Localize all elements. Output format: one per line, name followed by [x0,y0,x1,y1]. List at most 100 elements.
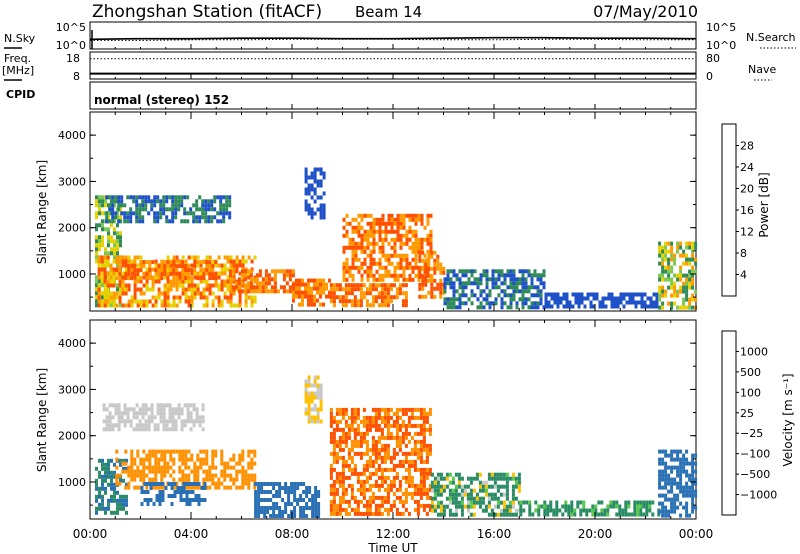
velocity-cell [196,485,200,490]
velocity-cell [159,411,163,416]
velocity-cell [499,508,503,513]
velocity-cell [105,419,109,424]
velocity-cell [481,488,485,493]
velocity-cell [130,465,134,470]
power-cell [241,255,245,260]
power-cell [232,263,236,268]
power-cell [178,275,182,280]
velocity-cell [676,449,680,454]
power-cell [405,265,409,270]
power-cell [187,295,191,300]
power-cell [241,259,245,264]
power-cell [187,264,191,269]
velocity-cell [664,449,668,454]
power-cell [113,219,116,224]
velocity-cell [188,502,192,506]
power-cell [151,267,155,272]
velocity-cell [522,500,526,505]
velocity-cell [332,447,336,452]
power-cell [485,281,489,286]
velocity-cell [152,502,156,506]
velocity-cell [338,419,342,424]
velocity-cell [115,481,119,486]
velocity-cell [445,484,449,489]
power-cell [107,231,110,236]
velocity-cell [670,465,674,470]
velocity-cell [196,477,200,482]
velocity-cell [153,427,157,432]
power-cell [97,275,101,280]
velocity-cell [189,419,193,424]
power-cell [414,273,418,278]
power-cell [562,296,566,301]
power-cell [264,273,268,278]
power-cell [652,292,656,297]
velocity-cell [166,469,170,474]
power-cell [95,299,98,304]
velocity-cell [374,443,378,448]
power-cell [426,237,430,242]
power-cell [160,260,164,265]
power-cell [673,281,677,286]
velocity-cell [365,419,369,424]
velocity-cell [174,407,178,412]
velocity-cell [694,493,698,498]
velocity-cell [263,506,267,510]
velocity-cell [195,419,199,424]
power-cell [670,253,674,258]
velocity-cell [428,427,432,432]
power-cell [95,255,98,260]
velocity-cell [627,500,631,505]
velocity-cell [116,506,119,511]
velocity-cell [142,465,146,470]
velocity-cell [329,435,333,440]
power-cell [387,229,391,234]
power-cell [208,268,212,273]
velocity-cell [157,461,161,466]
velocity-cell [606,512,610,517]
velocity-cell [472,504,476,509]
power-cell [180,203,184,208]
velocity-cell [425,443,429,448]
velocity-cell [247,481,251,486]
power-cell [521,289,525,294]
velocity-cell [380,475,384,480]
power-cell [270,285,274,290]
velocity-cell [585,508,589,513]
power-cell [418,266,422,271]
velocity-cell [287,498,291,502]
power-cell [694,245,698,250]
power-cell [165,207,169,212]
velocity-cell [416,451,420,456]
power-cell [414,241,418,246]
power-cell [592,296,596,301]
velocity-cell [582,508,586,513]
power-cell [319,290,322,295]
velocity-cell [263,514,267,518]
velocity-cell [118,481,122,486]
power-cell [124,272,128,277]
power-cell [235,303,239,308]
velocity-cell [422,423,426,428]
velocity-cell [278,494,282,498]
velocity-cell [475,472,479,477]
power-cell [372,261,376,266]
velocity-cell [493,476,497,481]
velocity-cell [374,507,378,512]
velocity-cell [425,471,429,476]
velocity-cell [600,512,604,517]
velocity-cell [254,498,258,502]
power-cell [682,253,686,258]
power-cell [196,260,200,265]
power-cell [500,305,504,310]
velocity-cell [117,411,121,416]
velocity-cell [413,443,417,448]
velocity-cell [365,459,369,464]
power-cell [107,243,110,248]
velocity-cell [362,407,366,412]
velocity-cell [205,485,209,490]
velocity-cell [299,482,303,486]
power-cell [141,215,145,220]
power-cell [319,215,323,220]
velocity-cell [401,439,405,444]
